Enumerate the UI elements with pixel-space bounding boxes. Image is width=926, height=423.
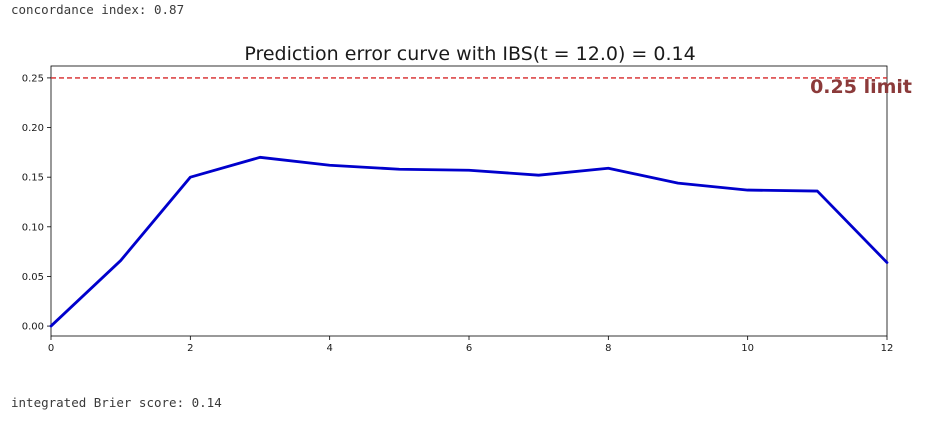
y-tick-label: 0.20 xyxy=(22,123,44,134)
y-tick-label: 0.25 xyxy=(22,73,44,84)
concordance-output: concordance index: 0.87 xyxy=(11,2,185,17)
y-axis: 0.00 0.05 0.10 0.15 0.20 0.25 xyxy=(22,73,51,333)
x-tick-label: 6 xyxy=(466,343,472,354)
x-tick-label: 10 xyxy=(741,343,754,354)
series-group xyxy=(49,155,889,328)
chart-title: Prediction error curve with IBS(t = 12.0… xyxy=(244,43,695,65)
x-axis: 0 2 4 6 8 10 12 xyxy=(48,336,894,354)
series-line xyxy=(49,155,889,328)
limit-label: 0.25 limit xyxy=(810,76,912,98)
x-tick-label: 4 xyxy=(326,343,332,354)
x-tick-label: 0 xyxy=(48,343,54,354)
y-tick-label: 0.10 xyxy=(22,222,44,233)
y-tick-label: 0.05 xyxy=(22,272,44,283)
limit-line-group: 0.25 limit xyxy=(51,76,912,98)
x-tick-label: 2 xyxy=(187,343,193,354)
plot-frame xyxy=(50,65,888,337)
ibs-output: integrated Brier score: 0.14 xyxy=(11,395,222,410)
y-tick-label: 0.00 xyxy=(22,322,44,333)
x-tick-label: 8 xyxy=(605,343,611,354)
x-tick-label: 12 xyxy=(881,343,894,354)
y-tick-label: 0.15 xyxy=(22,173,44,184)
